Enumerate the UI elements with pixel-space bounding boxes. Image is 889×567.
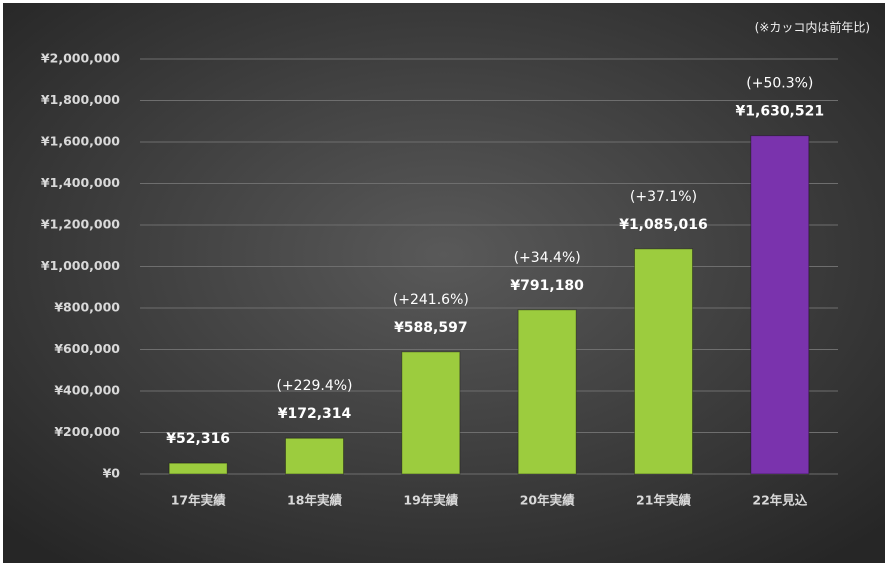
- value-label: ¥791,180: [510, 278, 584, 294]
- growth-label: (+241.6%): [393, 292, 469, 308]
- value-label: ¥172,314: [278, 406, 352, 422]
- value-label: ¥588,597: [394, 320, 468, 336]
- y-tick-label: ¥1,600,000: [41, 134, 120, 149]
- x-tick-label: 20年実績: [520, 493, 575, 508]
- y-tick-label: ¥800,000: [54, 300, 120, 315]
- bar: [750, 135, 810, 475]
- y-tick-label: ¥2,000,000: [41, 51, 120, 66]
- bar: [517, 309, 577, 475]
- bar: [285, 437, 344, 475]
- y-tick-label: ¥1,200,000: [41, 217, 120, 232]
- y-tick-label: ¥1,400,000: [41, 175, 120, 190]
- value-label: ¥1,630,521: [736, 104, 825, 120]
- growth-label: (+37.1%): [630, 189, 697, 205]
- growth-label: (+229.4%): [276, 378, 352, 394]
- bar: [168, 462, 228, 475]
- value-label: ¥52,316: [166, 431, 230, 447]
- value-label: ¥1,085,016: [619, 217, 708, 233]
- note: (※カッコ内は前年比): [755, 20, 870, 35]
- growth-label: (+34.4%): [514, 250, 581, 266]
- x-tick-label: 22年見込: [752, 493, 807, 508]
- bar: [401, 351, 461, 475]
- x-tick-label: 18年実績: [287, 493, 342, 508]
- y-tick-label: ¥400,000: [54, 383, 120, 398]
- y-tick-label: ¥600,000: [54, 341, 120, 356]
- x-tick-label: 21年実績: [636, 493, 691, 508]
- y-tick-label: ¥1,000,000: [41, 258, 120, 273]
- x-tick-label: 17年実績: [171, 493, 226, 508]
- x-tick-label: 19年実績: [403, 493, 458, 508]
- bar: [634, 248, 693, 475]
- y-tick-label: ¥200,000: [54, 424, 120, 439]
- y-tick-label: ¥0: [103, 466, 121, 481]
- y-tick-label: ¥1,800,000: [41, 92, 120, 107]
- growth-label: (+50.3%): [746, 76, 813, 92]
